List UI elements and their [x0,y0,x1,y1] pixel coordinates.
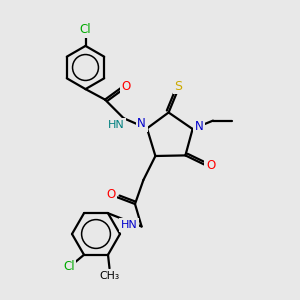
Text: HN: HN [121,220,137,230]
Text: S: S [174,80,182,93]
Text: Cl: Cl [80,23,91,36]
Text: Cl: Cl [63,260,75,273]
Text: O: O [206,159,215,172]
Text: N: N [137,117,146,130]
Text: O: O [122,80,130,93]
Text: N: N [195,119,204,133]
Text: O: O [106,188,116,201]
Text: CH₃: CH₃ [99,271,120,281]
Text: HN: HN [108,120,124,130]
